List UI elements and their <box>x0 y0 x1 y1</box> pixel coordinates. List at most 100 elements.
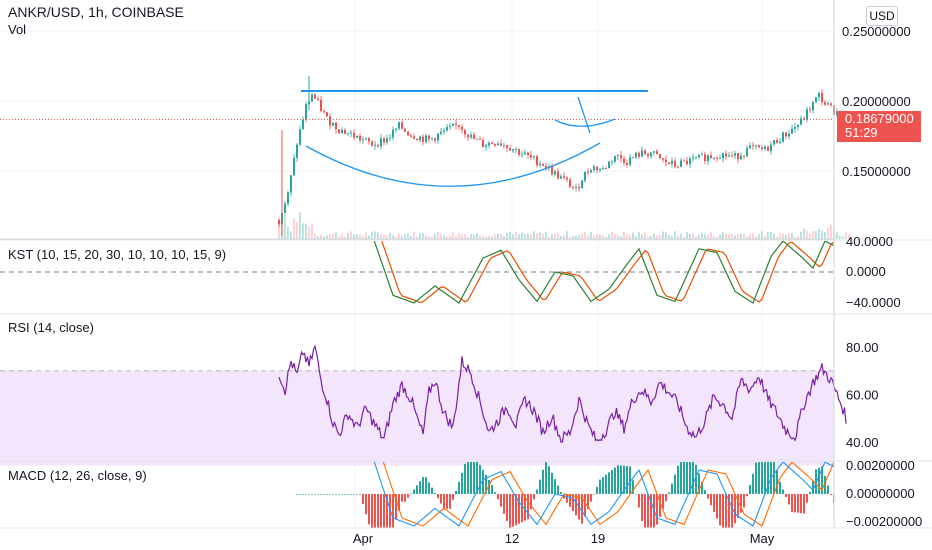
candle-body <box>515 149 517 150</box>
macd-histogram-bar <box>413 489 415 494</box>
volume-bar <box>389 232 391 239</box>
candle-body <box>752 145 754 147</box>
candle-body <box>542 163 544 166</box>
candle-body <box>755 145 757 147</box>
volume-bar <box>542 233 544 239</box>
candle-body <box>737 153 739 160</box>
candle-body <box>812 101 814 111</box>
macd-histogram-bar <box>362 494 364 505</box>
candle-body <box>482 139 484 147</box>
volume-bar <box>461 234 463 239</box>
candle-body <box>371 141 373 146</box>
volume-bar <box>347 232 349 239</box>
candle-body <box>518 149 520 155</box>
volume-bar <box>416 236 418 239</box>
macd-histogram-bar <box>698 473 700 494</box>
candle-body <box>788 133 790 137</box>
volume-bar <box>443 235 445 239</box>
time-tick-label: 19 <box>591 531 605 546</box>
volume-bar <box>305 223 307 239</box>
candle-body <box>392 129 394 138</box>
candle-body <box>827 103 829 105</box>
candle-body <box>668 162 670 164</box>
volume-bar <box>668 235 670 239</box>
volume-bar <box>284 213 286 239</box>
candle-body <box>404 128 406 132</box>
kst-pane <box>0 241 834 304</box>
candle-body <box>725 153 727 157</box>
macd-histogram-bar <box>824 475 826 494</box>
macd-histogram-bar <box>785 494 787 497</box>
volume-bar <box>329 234 331 239</box>
volume-bar <box>332 233 334 239</box>
macd-histogram-bar <box>734 494 736 524</box>
kst-signal-line <box>381 241 834 304</box>
volume-bar <box>728 234 730 239</box>
macd-histogram-bar <box>410 493 412 495</box>
macd-histogram-bar <box>491 485 493 494</box>
bar-countdown: 51:29 <box>845 125 878 140</box>
volume-bar <box>341 234 343 239</box>
candle-body <box>383 138 385 143</box>
volume-bar <box>359 234 361 239</box>
candle-body <box>533 156 535 158</box>
candle-body <box>530 155 532 158</box>
macd-histogram-bar <box>320 494 322 495</box>
chart-symbol-title[interactable]: ANKR/USD, 1h, COINBASE <box>8 4 184 20</box>
macd-histogram-bar <box>383 494 385 528</box>
volume-bar <box>749 234 751 239</box>
currency-button[interactable]: USD <box>866 6 898 26</box>
candle-body <box>686 160 688 165</box>
candle-body <box>671 160 673 164</box>
volume-bar <box>812 231 814 239</box>
macd-histogram-bar <box>416 485 418 494</box>
volume-bar <box>683 236 685 239</box>
kst-title[interactable]: KST (10, 15, 20, 30, 10, 10, 10, 15, 9) <box>8 247 227 262</box>
macd-histogram-bar <box>662 494 664 509</box>
volume-bar <box>548 236 550 239</box>
volume-bar <box>794 236 796 239</box>
volume-bar <box>788 233 790 239</box>
volume-bar <box>395 236 397 239</box>
candle-body <box>431 138 433 140</box>
volume-bar <box>557 232 559 239</box>
volume-bar <box>800 231 802 239</box>
macd-histogram-bar <box>494 492 496 494</box>
volume-bar <box>596 234 598 239</box>
candle-body <box>578 186 580 189</box>
macd-histogram-bar <box>767 462 769 494</box>
kst-line <box>373 241 834 304</box>
volume-bar <box>446 236 448 239</box>
rsi-title[interactable]: RSI (14, close) <box>8 320 94 335</box>
volume-bar <box>521 232 523 239</box>
macd-title[interactable]: MACD (12, 26, close, 9) <box>8 468 147 483</box>
volume-bar <box>845 232 847 239</box>
candle-body <box>629 157 631 165</box>
volume-bar <box>626 233 628 239</box>
macd-histogram-bar <box>623 465 625 494</box>
volume-label[interactable]: Vol <box>8 22 27 37</box>
volume-bar <box>563 235 565 239</box>
macd-histogram-bar <box>461 472 463 494</box>
macd-histogram-bar <box>356 494 358 495</box>
volume-bar <box>491 236 493 239</box>
candle-body <box>356 135 358 138</box>
volume-bar <box>590 231 592 239</box>
macd-histogram-bar <box>467 462 469 494</box>
volume-bar <box>413 231 415 239</box>
macd-histogram-bar <box>407 494 409 498</box>
volume-bar <box>752 233 754 239</box>
candle-body <box>503 145 505 147</box>
macd-histogram-bar <box>614 467 616 494</box>
volume-bar <box>836 232 838 239</box>
candle-body <box>401 122 403 129</box>
candle-body <box>698 154 700 158</box>
macd-histogram-bar <box>527 494 529 520</box>
kst-tick-label: 0.0000 <box>846 264 886 279</box>
macd-histogram-bar <box>329 494 331 495</box>
macd-histogram-bar <box>686 462 688 494</box>
volume-bar <box>698 234 700 239</box>
volume-bar <box>602 235 604 239</box>
macd-histogram-bar <box>827 485 829 494</box>
macd-histogram-bar <box>674 474 676 494</box>
